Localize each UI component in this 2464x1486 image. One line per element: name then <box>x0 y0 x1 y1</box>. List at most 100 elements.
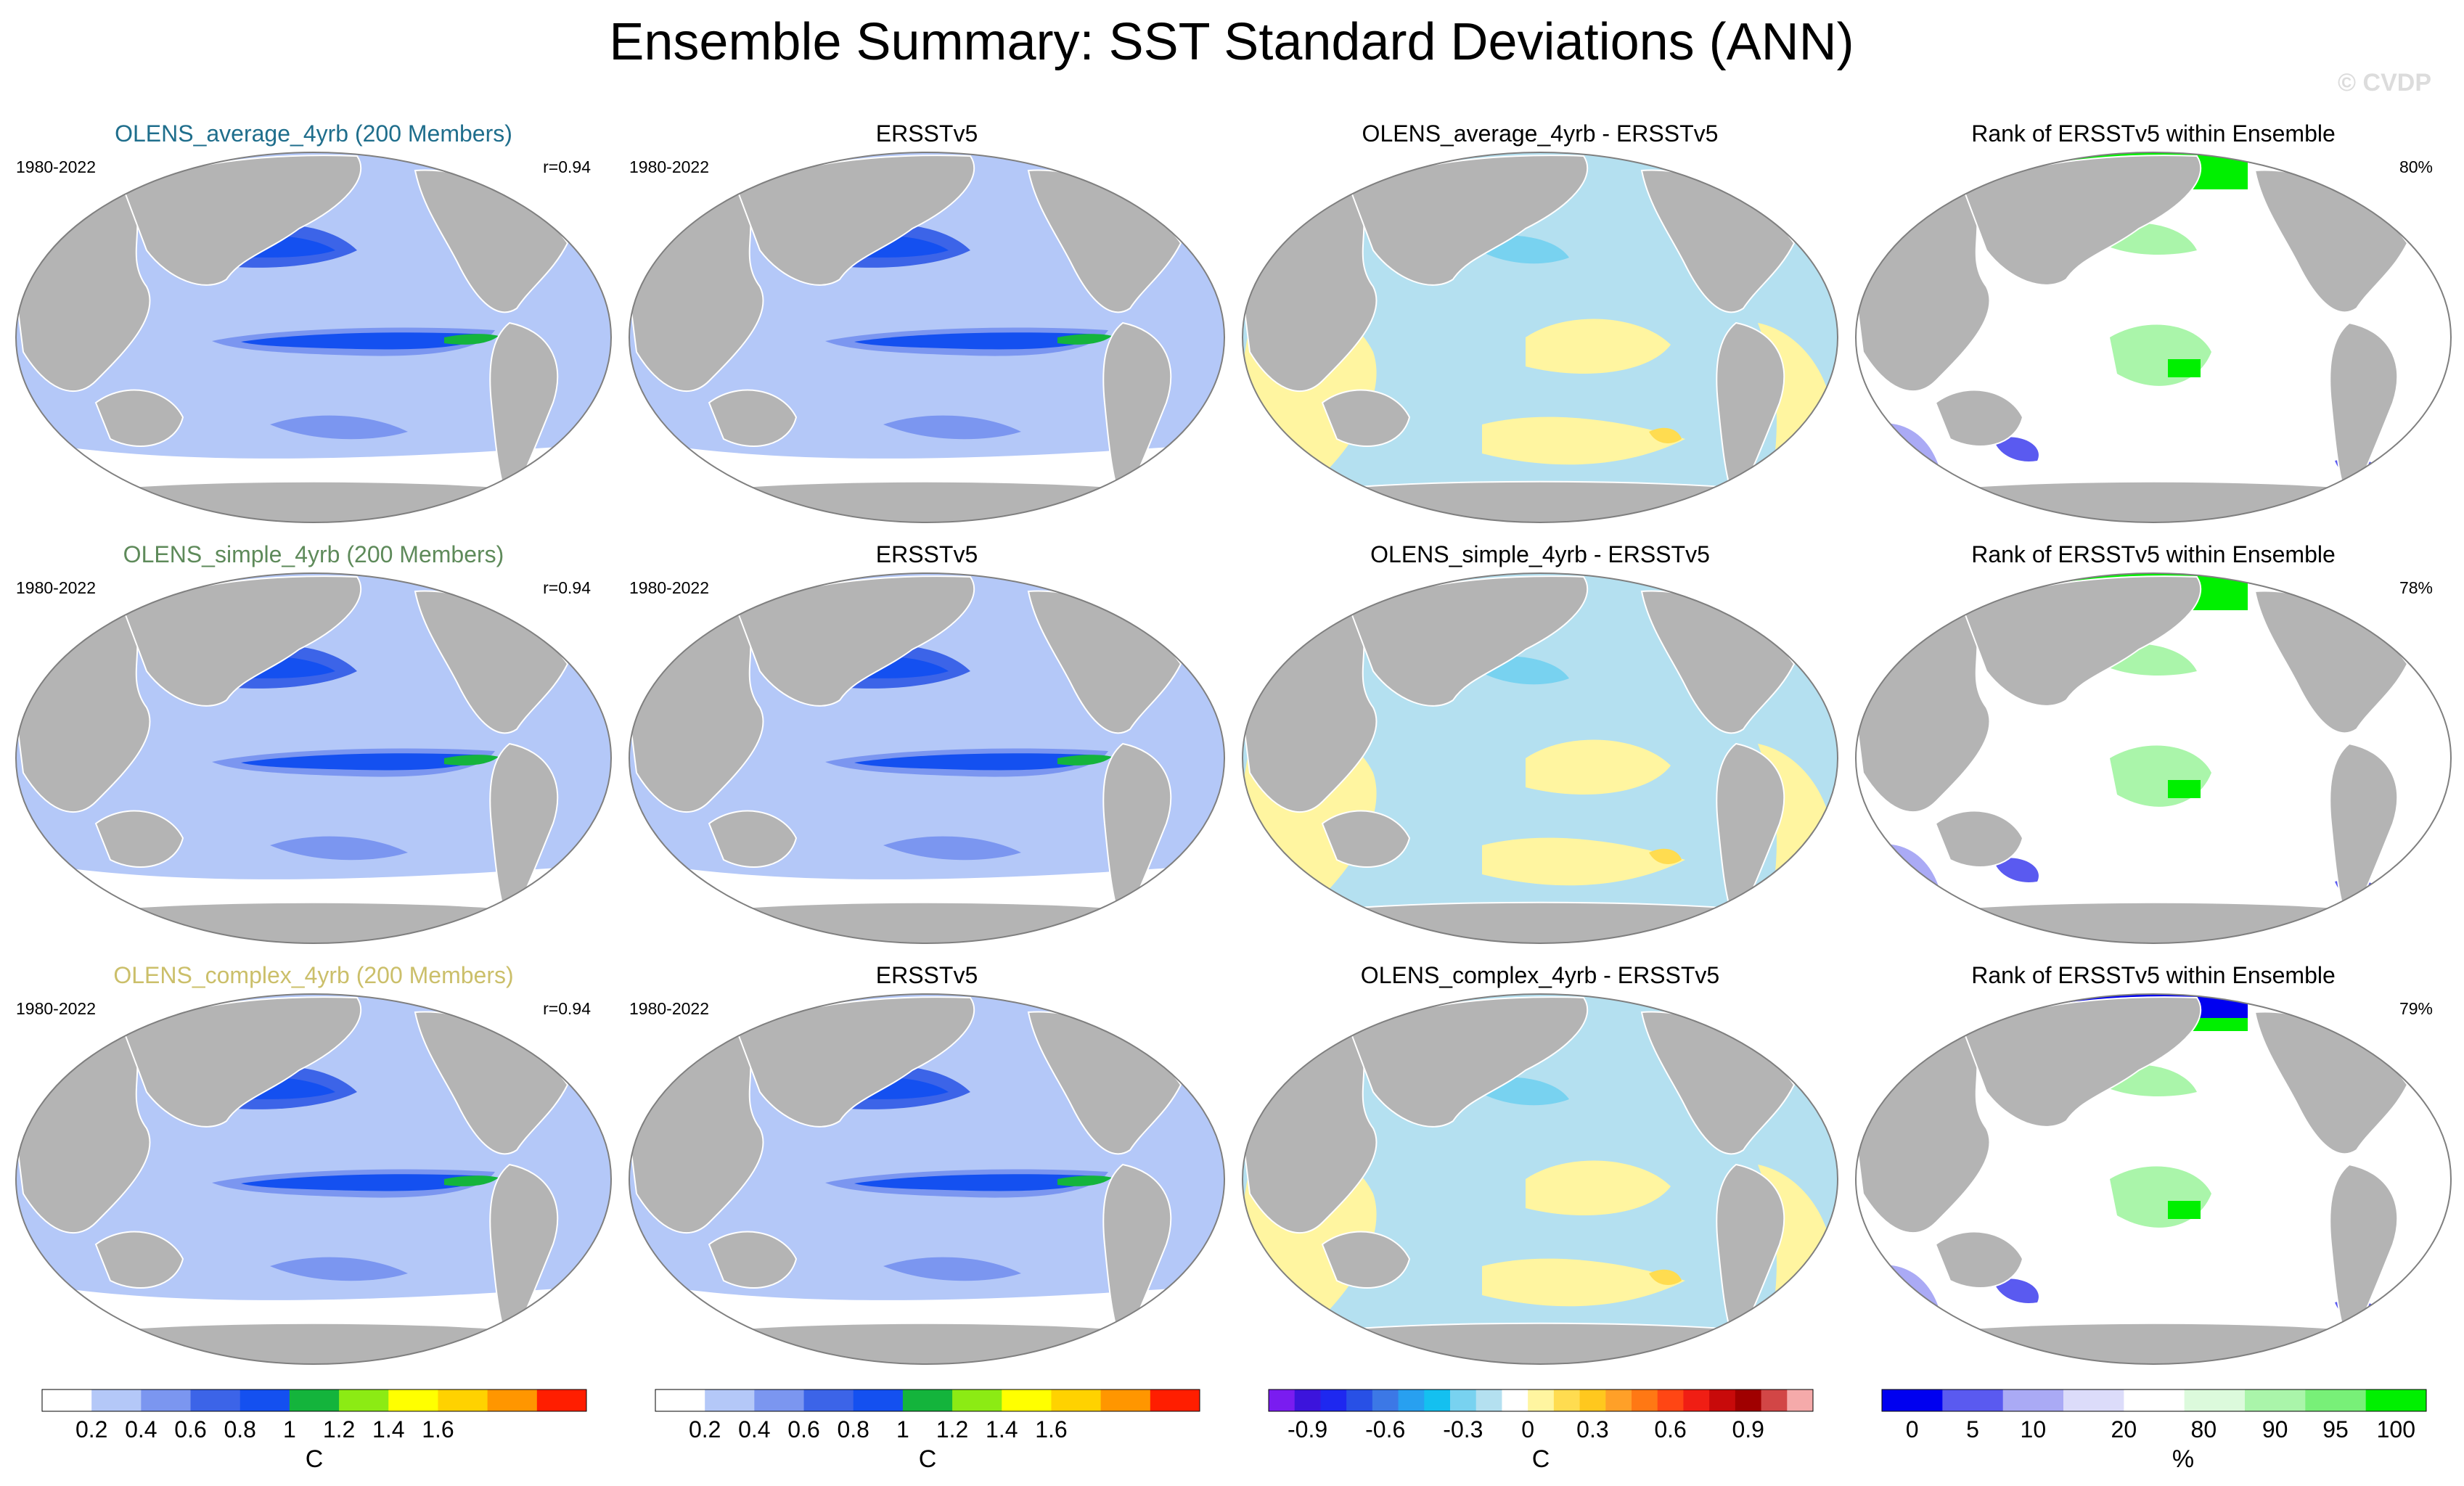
panel-obs-row-1: ERSSTv5 1980-2022 <box>629 120 1225 523</box>
colorbar-swatch <box>1632 1389 1658 1411</box>
map-border <box>629 993 1225 1365</box>
land-mass <box>1934 389 2024 447</box>
map <box>629 993 1225 1365</box>
land-mass <box>1800 176 1838 252</box>
panel-title: OLENS_simple_4yrb - ERSSTv5 <box>1370 541 1710 567</box>
colorbar-tick-label: 0.4 <box>738 1416 770 1442</box>
colorbar-tick-label: -0.6 <box>1365 1416 1405 1442</box>
land-mass <box>1963 996 2202 1128</box>
rank-max-patch <box>2168 1201 2201 1219</box>
map-border <box>1855 152 2452 523</box>
map <box>1242 572 1838 944</box>
panel-rank-row-2: Rank of ERSSTv5 within Ensemble 78% <box>1855 541 2452 944</box>
colorbar-swatch <box>952 1389 1002 1411</box>
colorbar-swatch <box>339 1389 389 1411</box>
colorbar-tick-label: 1.6 <box>422 1416 454 1442</box>
colorbar-swatch <box>1450 1389 1477 1411</box>
period-label: 1980-2022 <box>16 157 96 176</box>
low-std-region <box>673 1288 1181 1335</box>
colorbar-swatch <box>536 1389 587 1411</box>
colorbar-tick-label: 90 <box>2262 1416 2288 1442</box>
land-mass <box>737 155 975 286</box>
colorbar-swatch <box>1320 1389 1347 1411</box>
southern-ocean-patch <box>270 836 408 861</box>
land-mass <box>1187 597 1224 673</box>
land-mass <box>1350 996 1589 1128</box>
colorbar-swatch <box>1475 1389 1502 1411</box>
colorbar-unit: C <box>919 1445 937 1473</box>
map-border <box>1242 572 1838 944</box>
rank-low-patch <box>1994 437 2039 461</box>
map <box>15 993 612 1365</box>
positive-diff-region <box>1482 837 1685 886</box>
map-border <box>1855 993 2452 1365</box>
rank-min-patch <box>1899 1295 1931 1331</box>
rank-min-patch <box>1899 453 1931 490</box>
colorbar-swatch <box>1269 1389 1296 1411</box>
colorbar-swatch <box>1424 1389 1451 1411</box>
colorbar-swatch <box>803 1389 854 1411</box>
colorbar-rank: 0 5 10 20 80 90 95 100% <box>1881 1389 2427 1473</box>
map-border <box>15 152 612 523</box>
colorbar-swatch <box>1579 1389 1606 1411</box>
panel-rank-row-3: Rank of ERSSTv5 within Ensemble 79% <box>1855 962 2452 1365</box>
colorbar-swatch <box>1605 1389 1632 1411</box>
cvdp-watermark: © CVDP <box>2338 69 2431 97</box>
southern-ocean-patch <box>883 1257 1021 1281</box>
panel-title: Rank of ERSSTv5 within Ensemble <box>1971 541 2336 567</box>
land-mass <box>95 1322 532 1364</box>
land-mass <box>1716 1163 1785 1348</box>
land-mass <box>1935 901 2372 943</box>
land-mass <box>1934 1231 2024 1289</box>
positive-diff-patch <box>1649 1269 1682 1285</box>
colorbar-tick-label: 1.6 <box>1035 1416 1067 1442</box>
colorbar-swatch <box>190 1389 241 1411</box>
colorbar-swatch <box>754 1389 805 1411</box>
colorbar-swatch <box>2002 1389 2064 1411</box>
land-mass <box>94 1231 184 1289</box>
positive-diff-region <box>1526 319 1671 374</box>
colorbar-border <box>1268 1389 1814 1412</box>
land-mass <box>489 321 559 506</box>
map <box>629 152 1225 523</box>
land-mass <box>2413 1018 2451 1093</box>
map <box>15 572 612 944</box>
colorbar-swatch <box>655 1389 705 1411</box>
colorbar-tick-label: 0.8 <box>224 1416 255 1442</box>
panel-title: OLENS_average_4yrb - ERSSTv5 <box>1362 120 1719 147</box>
map-border <box>15 993 612 1365</box>
southern-ocean-patch <box>883 415 1021 440</box>
land-mass <box>94 810 184 868</box>
enso-peak <box>444 1175 499 1186</box>
land-mass <box>1963 575 2202 707</box>
colorbar-swatch <box>1787 1389 1814 1411</box>
land-mass <box>708 1322 1145 1364</box>
land-mass <box>94 389 184 447</box>
southern-ocean-patch <box>270 415 408 440</box>
land-mass <box>708 810 798 868</box>
land-mass <box>1102 742 1172 927</box>
land-mass <box>2329 1163 2399 1348</box>
panel-diff-row-3: OLENS_complex_4yrb - ERSSTv5 <box>1242 962 1838 1365</box>
low-std-region <box>673 446 1181 493</box>
panel-title: ERSSTv5 <box>876 541 978 567</box>
land-mass <box>1321 810 1411 868</box>
land-mass <box>1321 389 1411 447</box>
land-mass <box>1102 1163 1172 1348</box>
enso-peak <box>1057 334 1112 345</box>
land-mass <box>95 480 532 522</box>
land-mass <box>1350 575 1589 707</box>
enso-core <box>241 1174 488 1191</box>
correlation-label: r=0.94 <box>543 578 591 597</box>
land-mass <box>737 575 975 707</box>
colorbar-swatch <box>91 1389 142 1411</box>
enso-peak <box>1057 1175 1112 1186</box>
land-mass <box>573 1018 611 1093</box>
colorbar-tick-label: 0 <box>1521 1416 1534 1442</box>
colorbar-tick-label: 0.2 <box>689 1416 721 1442</box>
period-label: 1980-2022 <box>629 578 709 597</box>
panel-title: ERSSTv5 <box>876 120 978 147</box>
land-mass <box>2413 176 2451 252</box>
colorbar-swatch <box>2063 1389 2124 1411</box>
